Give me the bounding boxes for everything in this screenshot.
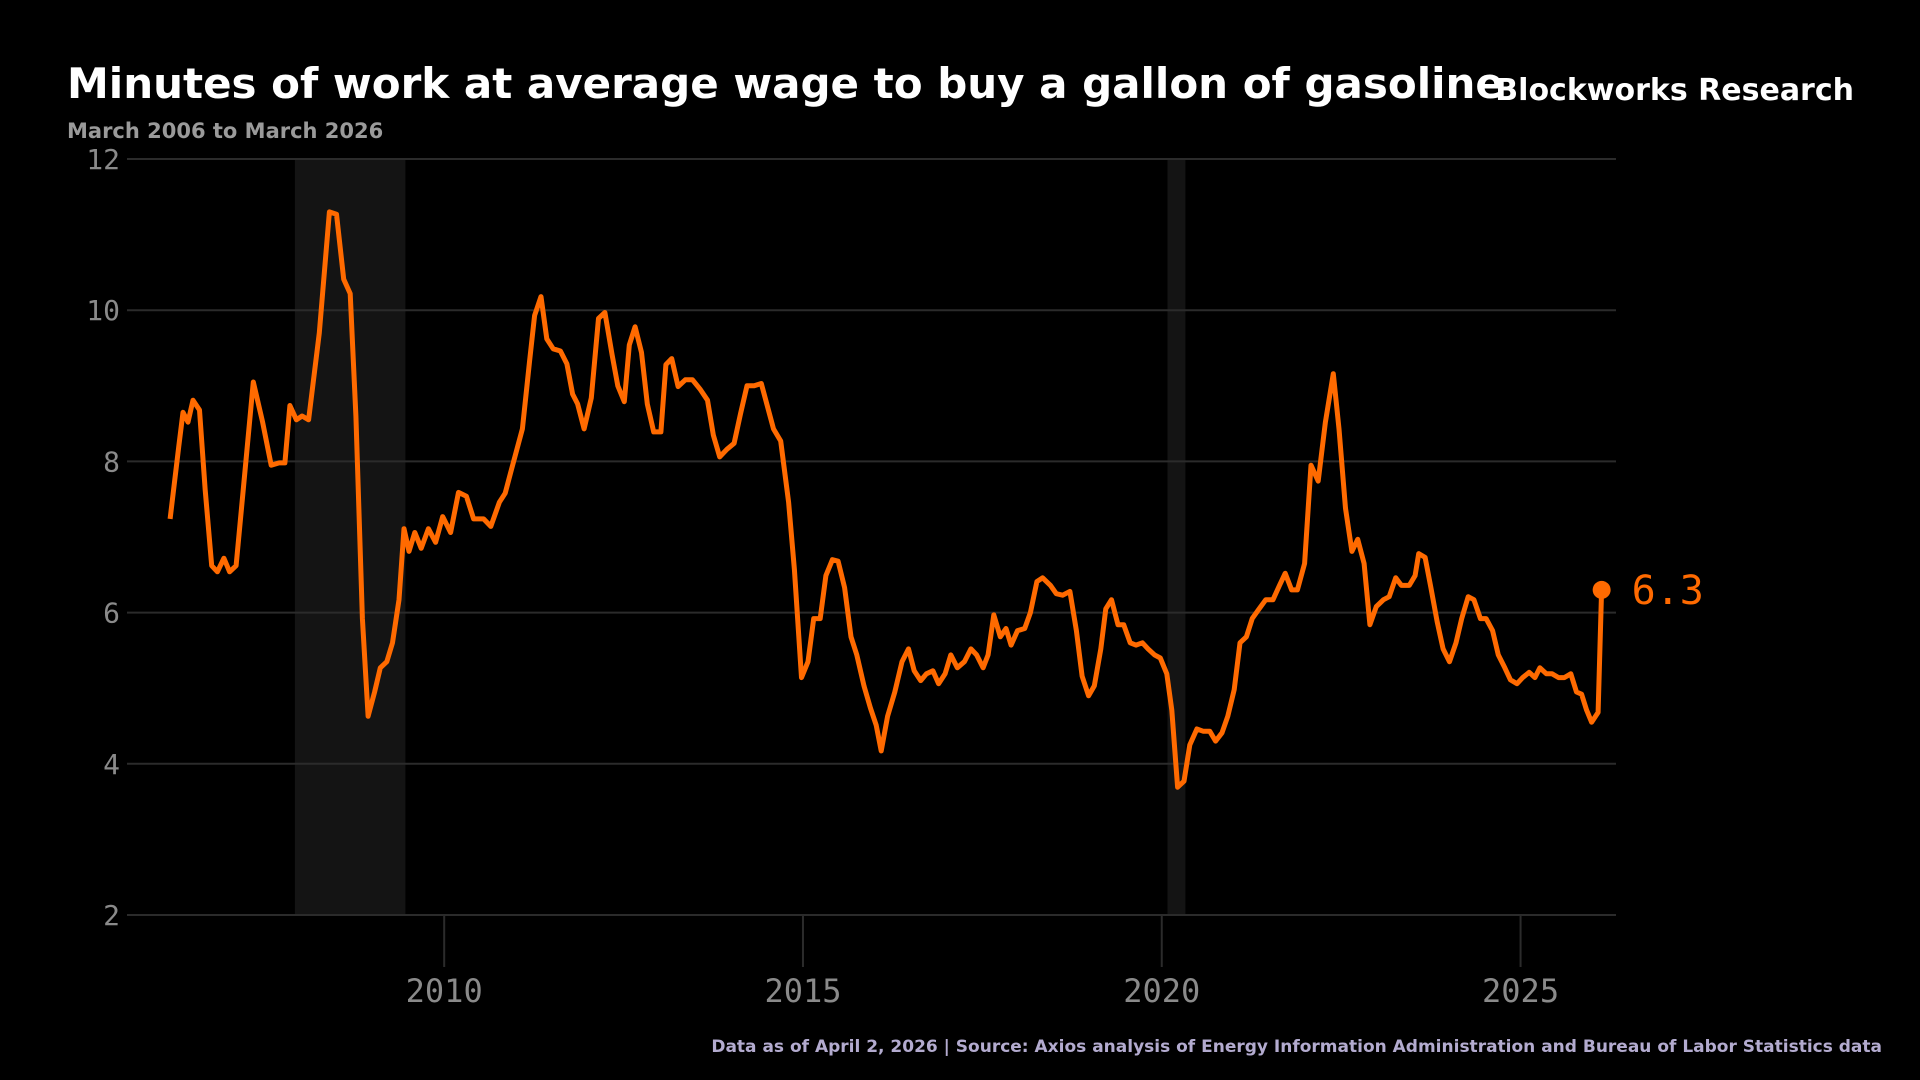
end-label: 6.3: [1632, 568, 1704, 614]
chart-subtitle: March 2006 to March 2026: [67, 119, 383, 143]
y-tick-label: 10: [86, 294, 120, 327]
data-line: [167, 209, 1605, 790]
x-tick-label: 2020: [1123, 972, 1200, 1010]
y-tick-label: 6: [103, 597, 120, 630]
end-point: [1592, 580, 1611, 599]
y-tick-label: 12: [86, 143, 120, 176]
y-tick-label: 2: [103, 899, 120, 932]
x-tick-label: 2025: [1482, 972, 1559, 1010]
y-tick-label: 4: [103, 748, 120, 781]
x-tick-label: 2015: [764, 972, 841, 1010]
y-tick-label: 8: [103, 445, 120, 478]
shaded-range: [1167, 159, 1186, 915]
source-note: Data as of April 2, 2026 | Source: Axios…: [711, 1037, 1882, 1057]
chart-title: Minutes of work at average wage to buy a…: [67, 59, 1504, 108]
brand: Blockworks Research: [1495, 73, 1854, 108]
shaded-range: [294, 159, 406, 915]
x-tick-label: 2010: [406, 972, 483, 1010]
